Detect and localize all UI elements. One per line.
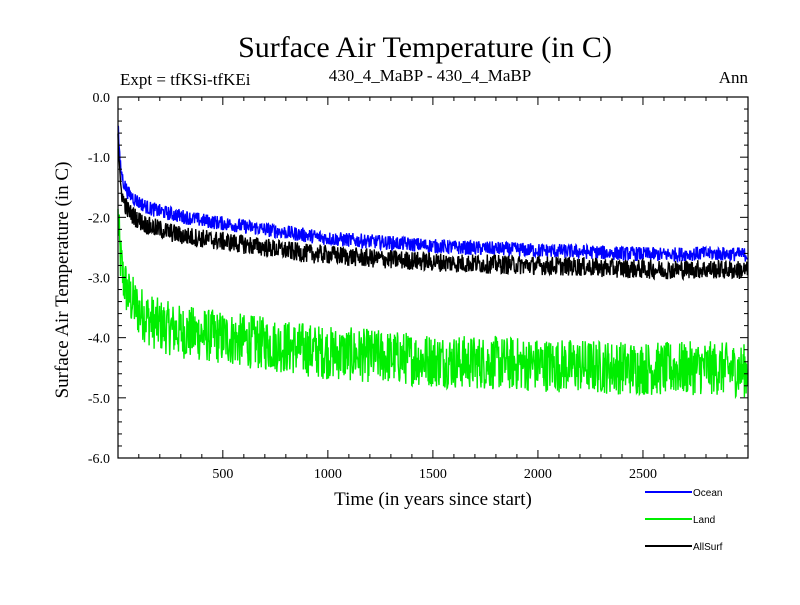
y-tick-label: -3.0 <box>88 272 110 287</box>
x-tick-label: 500 <box>212 467 233 482</box>
x-tick-label: 1500 <box>419 467 447 482</box>
y-tick-label: -5.0 <box>88 392 110 407</box>
x-tick-label: 2000 <box>524 467 552 482</box>
y-axis-label: Surface Air Temperature (in C) <box>52 162 73 399</box>
x-tick-label: 2500 <box>629 467 657 482</box>
legend-label-land: Land <box>693 515 715 526</box>
series-layer <box>117 125 749 400</box>
experiment-label: Expt = tfKSi-tfKEi <box>120 70 251 89</box>
experiment-center-label: 430_4_MaBP - 430_4_MaBP <box>329 66 531 85</box>
axes-layer: 0.0 -1.0 -2.0 -3.0 -4.0 -5.0 -6.0 500 1000 1500 20… <box>88 91 749 482</box>
series-line-land <box>117 208 749 400</box>
legend-label-allsurf: AllSurf <box>693 542 723 553</box>
legend: Ocean Land AllSurf <box>645 488 723 553</box>
y-tick-label: -2.0 <box>88 211 110 226</box>
y-tick-label: -1.0 <box>88 151 110 166</box>
x-axis-label: Time (in years since start) <box>334 489 532 510</box>
y-tick-label: -6.0 <box>88 452 110 467</box>
y-tick-label: -4.0 <box>88 332 110 347</box>
y-tick-label: 0.0 <box>93 91 111 106</box>
x-tick-label: 1000 <box>314 467 342 482</box>
series-line-allsurf <box>117 133 749 282</box>
legend-label-ocean: Ocean <box>693 488 722 499</box>
period-label: Ann <box>719 68 749 87</box>
chart-title: Surface Air Temperature (in C) <box>238 31 612 64</box>
